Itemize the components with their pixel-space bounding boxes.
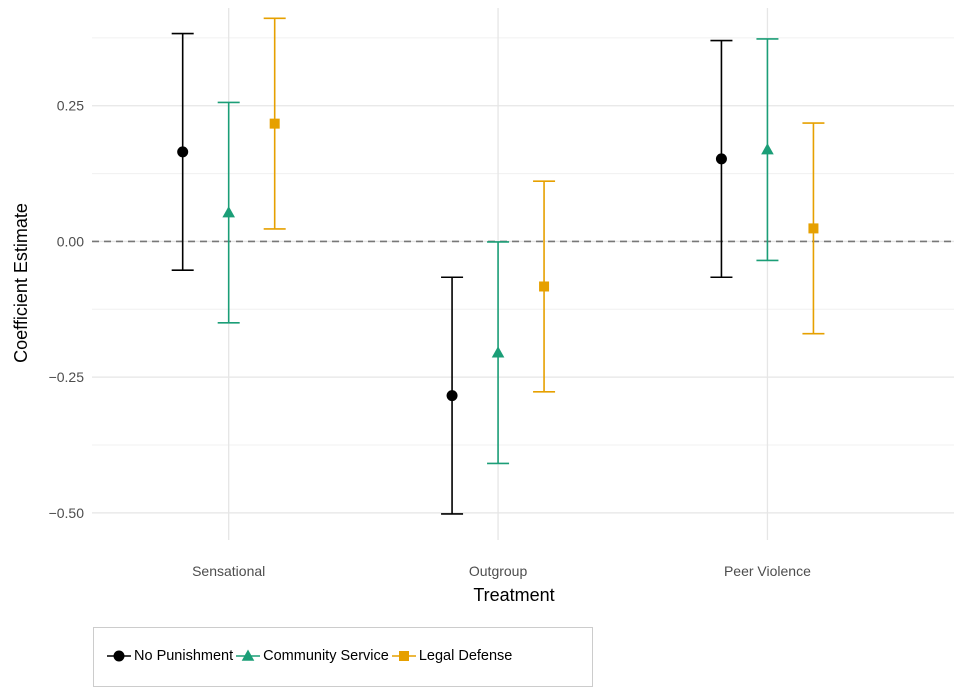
point-estimate bbox=[269, 118, 280, 129]
legend: No Punishment Community Service Legal Defe… bbox=[93, 627, 593, 687]
point-estimate bbox=[491, 346, 505, 358]
point-estimate bbox=[808, 223, 819, 234]
legend-key bbox=[391, 651, 416, 661]
legend-label: No Punishment bbox=[134, 648, 234, 664]
point-estimate bbox=[761, 143, 774, 155]
x-tick-label: Outgroup bbox=[469, 563, 528, 579]
legend-key bbox=[236, 649, 261, 661]
y-tick-label: −0.25 bbox=[49, 369, 85, 385]
point-estimate bbox=[177, 146, 189, 158]
grid-lines bbox=[92, 8, 954, 540]
series-community-service bbox=[217, 38, 779, 465]
y-tick-label: 0.25 bbox=[57, 98, 84, 114]
legend-item: Legal Defense bbox=[391, 646, 513, 666]
legend-item: No Punishment bbox=[106, 646, 233, 666]
legend-items: No Punishment Community Service Legal Defe… bbox=[106, 646, 514, 666]
legend-key-marker bbox=[241, 649, 255, 661]
y-tick-label: 0.00 bbox=[57, 233, 84, 249]
y-axis-title: Coefficient Estimate bbox=[11, 203, 31, 363]
error-bars bbox=[171, 17, 825, 515]
x-axis-title: Treatment bbox=[473, 585, 554, 605]
series-legal-defense bbox=[263, 17, 825, 393]
legend-key-marker bbox=[398, 651, 409, 661]
axis-ticks: 0.25 0.00 −0.25 −0.50 Sensational Outgroup Pee… bbox=[49, 98, 812, 579]
coefficient-plot: 0.25 0.00 −0.25 −0.50 Sensational Outgroup Pee… bbox=[11, 8, 954, 605]
y-tick-label: −0.50 bbox=[49, 505, 85, 521]
x-tick-label: Sensational bbox=[192, 563, 265, 579]
legend-label: Legal Defense bbox=[418, 648, 513, 664]
legend-key-marker bbox=[113, 650, 125, 662]
legend-key bbox=[107, 650, 131, 662]
series-no-punishment bbox=[171, 32, 733, 515]
point-estimate bbox=[539, 281, 550, 292]
x-tick-label: Peer Violence bbox=[724, 563, 811, 579]
legend-label: Community Service bbox=[263, 648, 389, 664]
point-estimate bbox=[715, 153, 727, 165]
legend-item: Community Service bbox=[235, 646, 389, 666]
point-estimate bbox=[222, 206, 235, 218]
point-estimate bbox=[446, 390, 458, 402]
